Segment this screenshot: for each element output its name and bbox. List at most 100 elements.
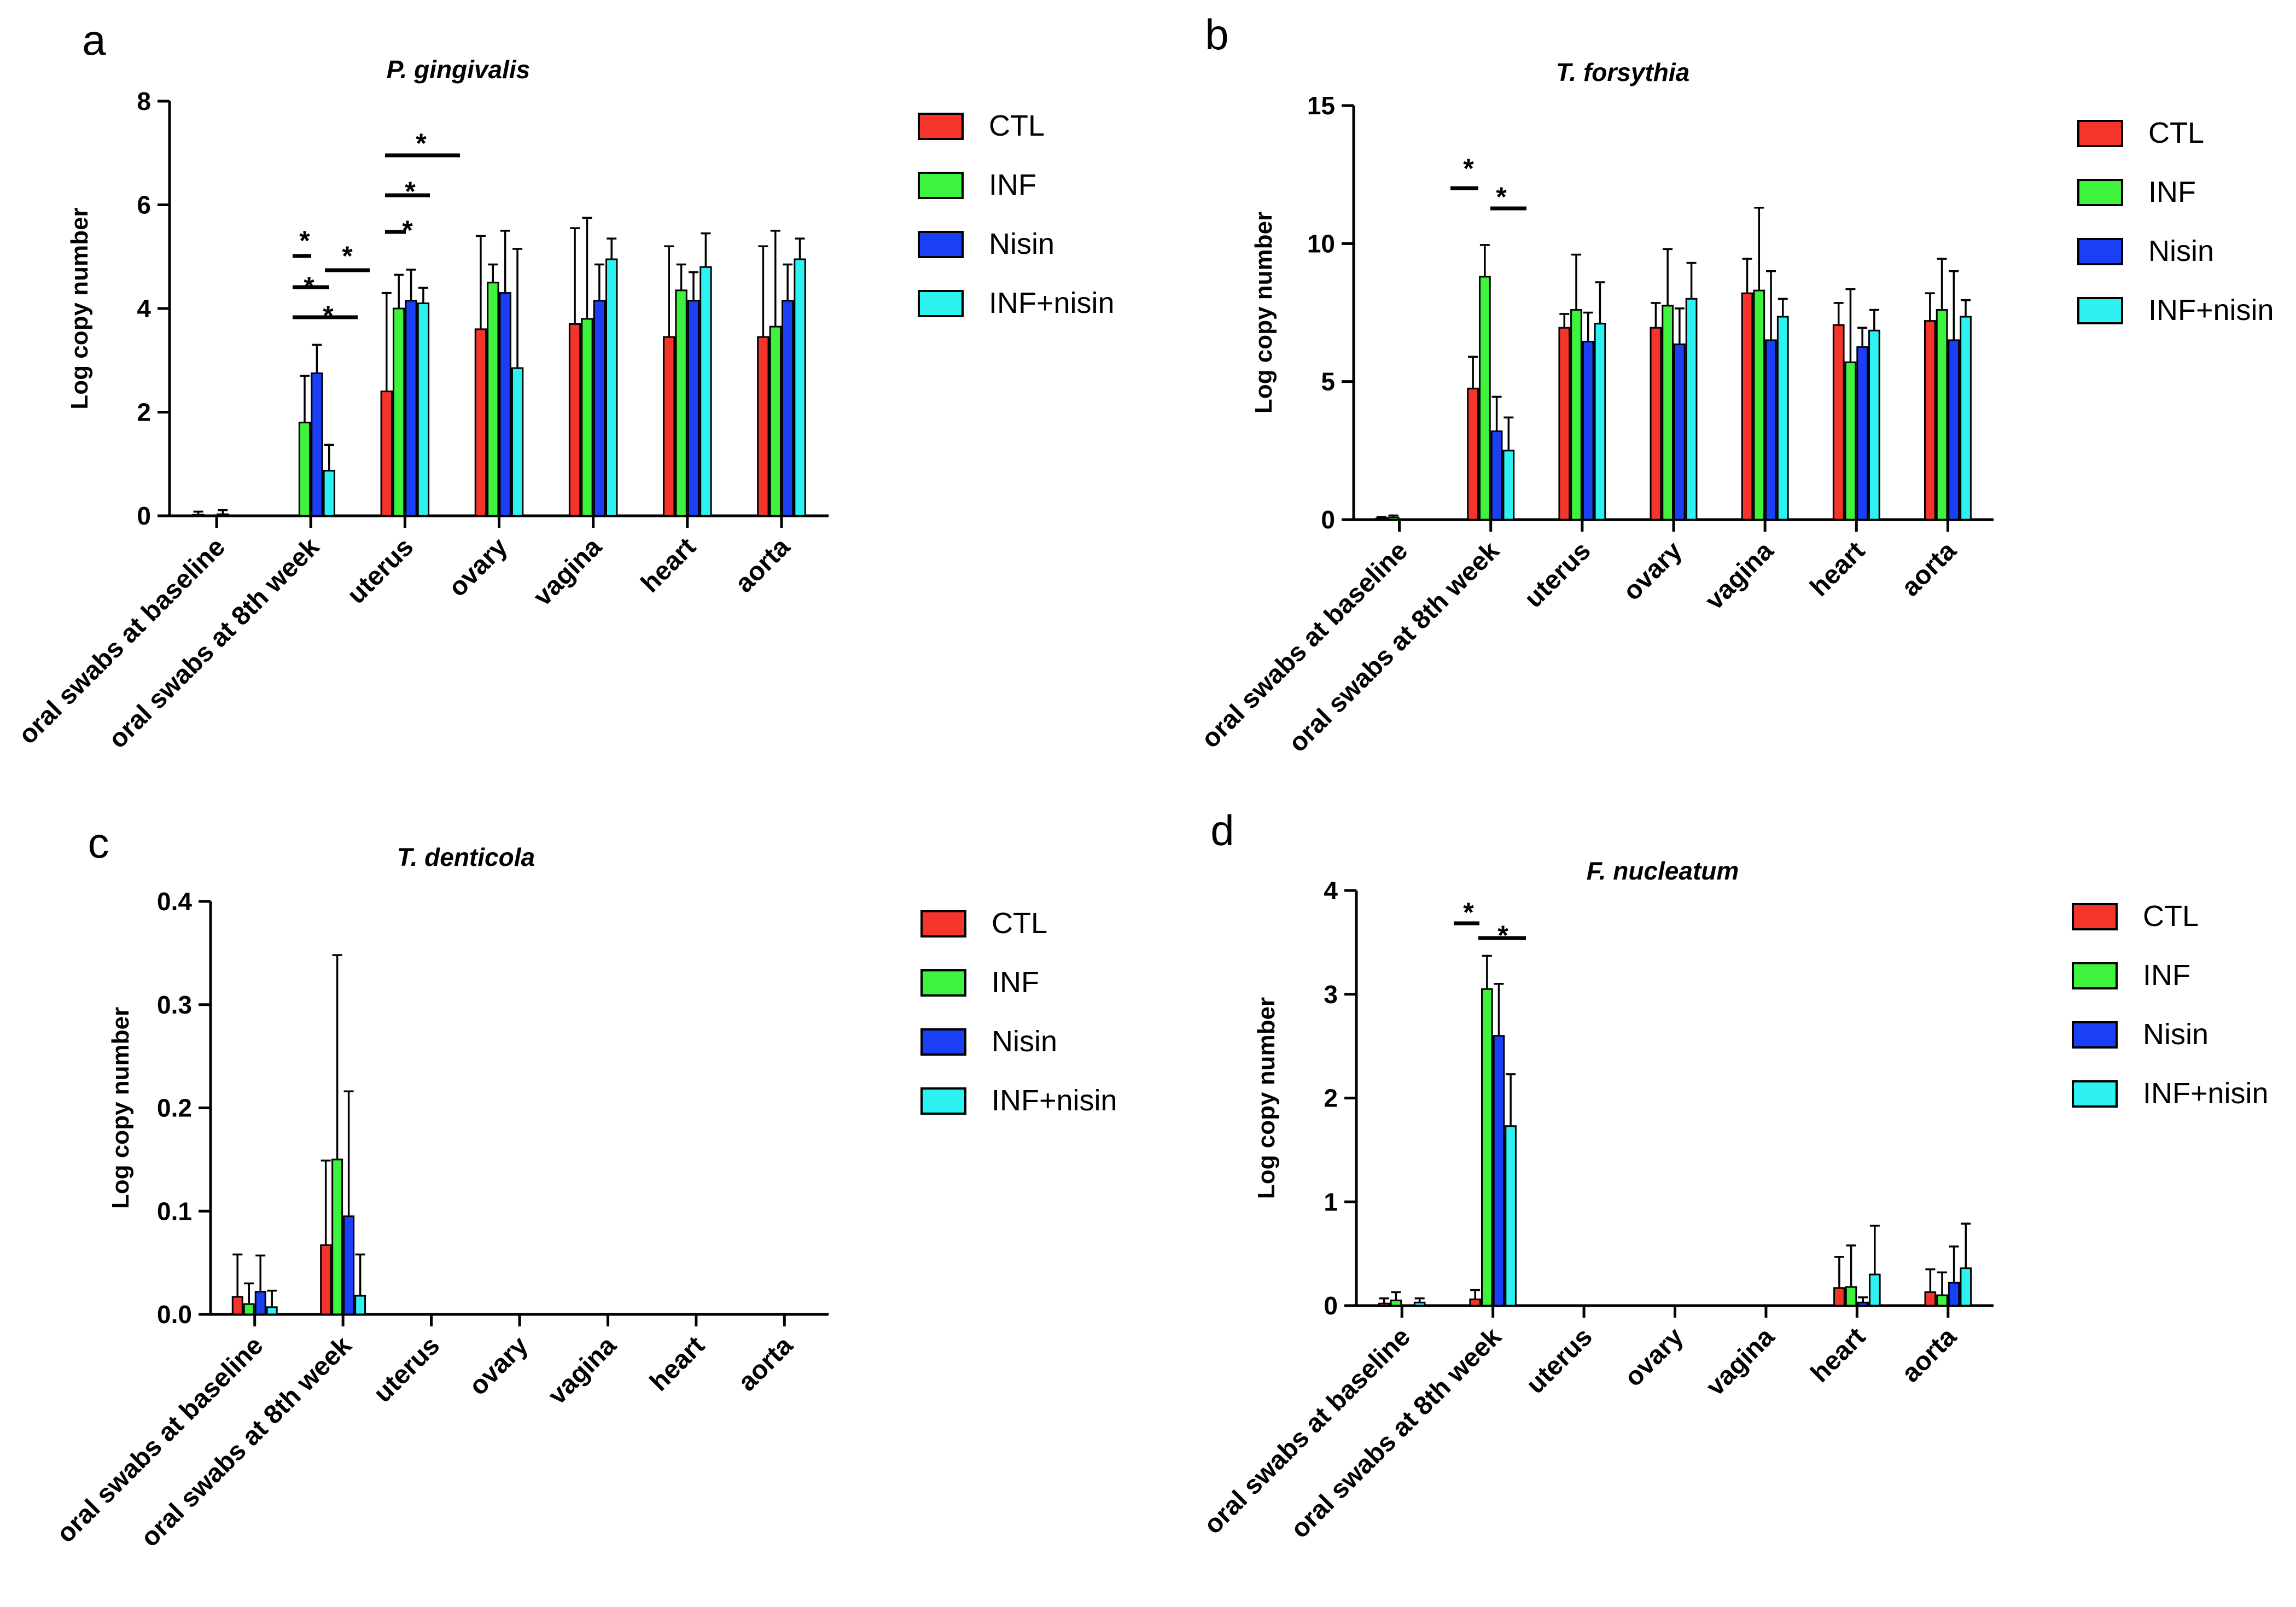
bar-inf — [1570, 308, 1582, 521]
bar-ctl — [757, 336, 770, 517]
significance-star: * — [342, 241, 353, 271]
y-tick-label: 0.4 — [157, 887, 192, 916]
bar-ctl — [568, 323, 581, 517]
legend-label-ctl: CTL — [2143, 900, 2199, 933]
y-tick-label: 0.3 — [157, 991, 192, 1019]
significance-star: * — [1463, 153, 1474, 184]
bar-nisin — [311, 372, 323, 517]
y-tick-label: 15 — [1307, 91, 1335, 120]
x-category-label: vagina — [543, 1331, 622, 1410]
x-category-label: ovary — [1619, 1322, 1689, 1392]
x-category-label: heart — [636, 532, 701, 598]
bar-inf-nisin — [605, 258, 618, 517]
legend-label-nisin: Nisin — [992, 1025, 1057, 1058]
bar-inf-nisin — [417, 302, 430, 517]
legend-swatch-nisin — [918, 231, 964, 258]
legend-swatch-inf — [918, 172, 964, 199]
bar-ctl — [192, 514, 205, 517]
legend-label-inf: INF — [2143, 959, 2190, 992]
bar-inf — [769, 325, 782, 517]
bar-inf — [1387, 516, 1400, 521]
panel-letter: a — [82, 16, 106, 64]
bar-nisin — [217, 513, 229, 517]
bar-nisin — [254, 1290, 266, 1315]
bar-ctl — [663, 336, 675, 517]
legend-label-nisin: Nisin — [989, 228, 1054, 260]
legend-label-nisin: Nisin — [2148, 235, 2214, 267]
bar-nisin — [781, 300, 794, 517]
x-category-label: heart — [1805, 1322, 1871, 1388]
bar-inf — [1844, 361, 1857, 521]
bar-ctl — [1832, 324, 1845, 521]
chart-title: P. gingivalis — [387, 55, 530, 84]
x-category-label: ovary — [464, 1331, 534, 1401]
bar-ctl — [1469, 1299, 1482, 1307]
bar-nisin — [343, 1215, 355, 1315]
y-tick-label: 8 — [137, 87, 151, 115]
x-category-label: uterus — [342, 532, 419, 609]
significance-star: * — [1496, 182, 1507, 212]
legend-label-inf_nisin: INF+nisin — [2148, 294, 2274, 327]
bar-ctl — [1650, 327, 1662, 521]
chart-title: T. forsythia — [1556, 58, 1690, 86]
bar-nisin — [1582, 340, 1594, 521]
bar-inf — [675, 289, 687, 517]
legend-swatch-inf — [2072, 962, 2118, 989]
bar-nisin — [1948, 1282, 1960, 1307]
bar-inf — [581, 318, 593, 517]
y-axis-title: Log copy number — [1250, 212, 1277, 414]
y-tick-label: 4 — [137, 294, 151, 323]
bar-ctl — [1467, 387, 1479, 521]
y-tick-label: 6 — [137, 191, 151, 219]
panel-letter: c — [88, 819, 109, 867]
legend-swatch-nisin — [920, 1028, 966, 1056]
bar-ctl — [1924, 320, 1936, 521]
y-tick-label: 3 — [1324, 980, 1338, 1009]
bar-ctl — [1924, 1291, 1937, 1307]
significance-star: * — [416, 128, 427, 159]
bar-nisin — [1674, 343, 1686, 521]
bar-ctl — [320, 1244, 332, 1315]
bar-ctl — [1741, 292, 1753, 521]
bar-inf — [1753, 289, 1765, 521]
legend-label-inf: INF — [992, 966, 1039, 999]
legend-swatch-inf_nisin — [918, 290, 964, 317]
significance-star: * — [1497, 920, 1508, 951]
y-tick-label: 0 — [1321, 505, 1335, 534]
bar-inf-nisin — [1776, 316, 1789, 521]
legend-swatch-ctl — [2072, 903, 2118, 930]
y-tick-label: 1 — [1324, 1187, 1338, 1216]
legend-swatch-inf_nisin — [2072, 1080, 2118, 1108]
bar-inf — [1845, 1286, 1857, 1307]
x-category-label: vagina — [1701, 1322, 1780, 1401]
y-tick-label: 2 — [1324, 1084, 1338, 1113]
x-category-label: uterus — [1519, 536, 1596, 613]
legend-label-inf_nisin: INF+nisin — [2143, 1077, 2269, 1110]
bar-nisin — [687, 300, 700, 517]
legend-label-inf: INF — [2148, 176, 2196, 208]
y-tick-label: 2 — [137, 398, 151, 427]
y-tick-label: 0 — [137, 502, 151, 530]
x-category-label: ovary — [443, 532, 513, 602]
chart-title: F. nucleatum — [1587, 857, 1739, 885]
bar-ctl — [231, 1296, 243, 1315]
bar-inf — [1936, 308, 1948, 521]
significance-star: * — [1463, 897, 1474, 928]
bar-inf — [1662, 305, 1674, 521]
x-category-label: uterus — [368, 1331, 445, 1408]
y-tick-label: 0 — [1324, 1291, 1338, 1320]
bar-inf-nisin — [1413, 1301, 1426, 1307]
x-category-label: aorta — [733, 1331, 799, 1397]
y-tick-label: 0.2 — [157, 1094, 192, 1122]
legend-swatch-inf_nisin — [2077, 297, 2123, 324]
bar-ctl — [1558, 327, 1571, 521]
y-tick-label: 0.1 — [157, 1197, 192, 1225]
bar-inf — [1478, 276, 1491, 521]
significance-star: * — [402, 215, 413, 246]
y-axis-title: Log copy number — [1253, 997, 1280, 1199]
chart-title: T. denticola — [397, 843, 535, 871]
legend-label-ctl: CTL — [992, 907, 1047, 940]
